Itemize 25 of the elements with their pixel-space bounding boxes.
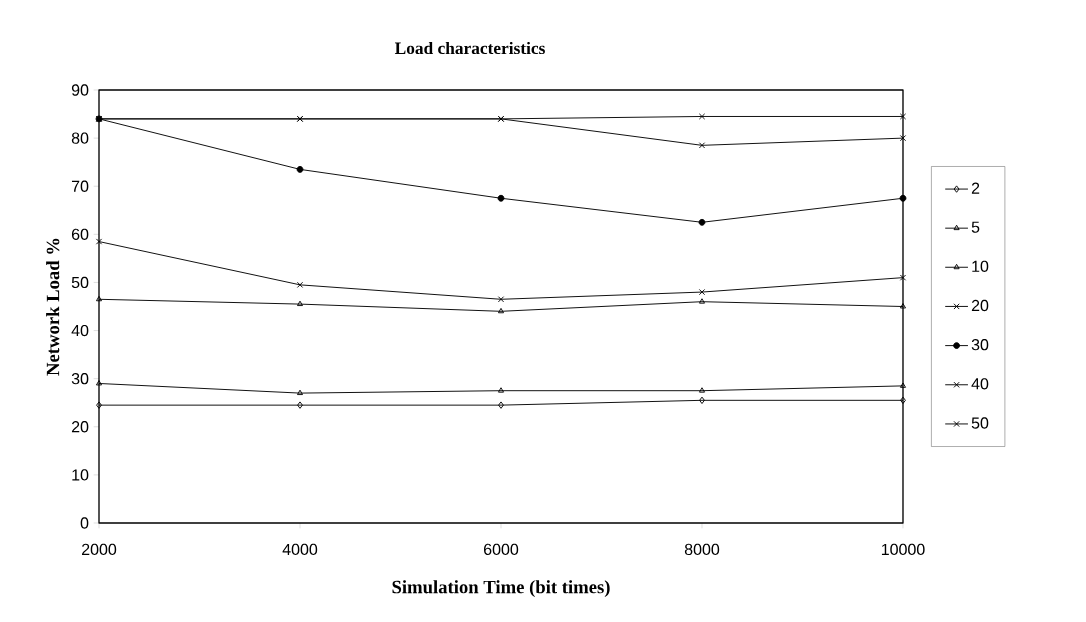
chart-title: Load characteristics bbox=[394, 41, 545, 55]
x-tick-label: 4000 bbox=[282, 543, 318, 556]
y-tick-label: 90 bbox=[71, 84, 89, 96]
y-tick-label: 60 bbox=[71, 228, 89, 240]
x-tick-label: 10000 bbox=[881, 543, 925, 556]
x-tick-label: 8000 bbox=[684, 543, 720, 556]
y-tick-label: 20 bbox=[71, 421, 89, 433]
y-tick-label: 10 bbox=[72, 469, 89, 481]
legend-label: 2 bbox=[971, 182, 980, 194]
y-tick-label: 0 bbox=[80, 517, 89, 529]
y-tick-label: 50 bbox=[71, 276, 89, 289]
y-tick-label: 40 bbox=[71, 324, 89, 337]
x-axis-title: Simulation Time (bit times) bbox=[392, 580, 610, 598]
y-tick-label: 30 bbox=[71, 373, 89, 385]
legend-label: 30 bbox=[971, 339, 989, 351]
legend-label: 20 bbox=[971, 299, 989, 312]
x-tick-label: 6000 bbox=[484, 543, 519, 556]
x-tick-label: 2000 bbox=[82, 543, 117, 556]
y-tick-label: 70 bbox=[71, 180, 89, 192]
y-tick-label: 80 bbox=[71, 132, 89, 144]
legend-label: 40 bbox=[971, 378, 989, 390]
legend-label: 5 bbox=[971, 221, 980, 233]
legend-label: 50 bbox=[971, 417, 989, 429]
legend-label: 10 bbox=[972, 260, 989, 272]
y-axis-title: Network Load % bbox=[46, 238, 60, 376]
